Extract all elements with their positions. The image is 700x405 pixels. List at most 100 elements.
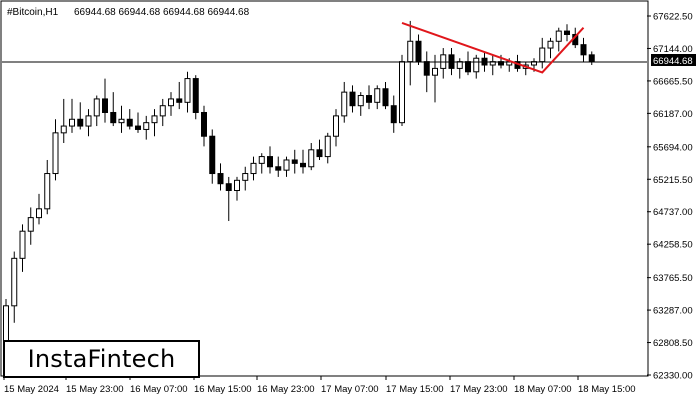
candle-body bbox=[382, 88, 389, 107]
candle-body bbox=[60, 125, 67, 134]
candle bbox=[135, 112, 141, 133]
pattern-line bbox=[401, 22, 585, 74]
candle bbox=[110, 92, 117, 127]
y-tick-label: 66665.50 bbox=[653, 76, 693, 87]
candle-body bbox=[390, 105, 397, 124]
candle bbox=[27, 207, 34, 245]
y-tick-label: 64258.50 bbox=[653, 240, 693, 251]
ohlc-readout: 66944.68 66944.68 66944.68 66944.68 bbox=[74, 7, 250, 18]
candle bbox=[547, 37, 554, 59]
y-tick-label: 63765.50 bbox=[653, 273, 693, 284]
candle-body bbox=[217, 173, 224, 185]
candle-body bbox=[85, 115, 92, 127]
candle-body bbox=[126, 118, 133, 127]
candle-body bbox=[52, 132, 59, 175]
candle bbox=[258, 153, 265, 174]
y-tick-label: 65694.00 bbox=[653, 142, 693, 153]
candle-body bbox=[242, 173, 249, 181]
candle bbox=[300, 149, 306, 174]
candle-body bbox=[267, 156, 273, 168]
candle bbox=[316, 139, 323, 160]
candle bbox=[382, 81, 389, 110]
candle-body bbox=[580, 44, 587, 56]
price-tag-label: 66944.68 bbox=[653, 56, 693, 67]
candle bbox=[374, 85, 381, 110]
plot-frame bbox=[0, 0, 649, 377]
candle bbox=[390, 95, 397, 133]
candle-body bbox=[300, 162, 306, 168]
candle-body bbox=[27, 217, 34, 232]
candle bbox=[267, 146, 273, 174]
candle-body bbox=[465, 61, 471, 73]
candle-body bbox=[176, 98, 183, 103]
candle bbox=[19, 224, 26, 272]
candle-body bbox=[184, 78, 191, 103]
y-tick-label: 64737.00 bbox=[653, 207, 693, 218]
candle bbox=[11, 251, 18, 323]
x-tick-label: 17 May 23:00 bbox=[450, 384, 508, 395]
candle-body bbox=[407, 40, 414, 63]
candle-body bbox=[374, 88, 381, 103]
overlay-group bbox=[2, 22, 647, 74]
candle-body bbox=[324, 135, 331, 158]
candle-body bbox=[234, 179, 240, 191]
candle bbox=[308, 143, 315, 171]
candle bbox=[399, 54, 405, 127]
candle-body bbox=[333, 115, 339, 137]
candle bbox=[159, 98, 166, 127]
candle-body bbox=[250, 162, 257, 175]
candle-body bbox=[93, 98, 100, 117]
candle bbox=[36, 193, 42, 225]
candle bbox=[234, 176, 240, 201]
candle-body bbox=[168, 98, 174, 107]
candle bbox=[357, 92, 364, 116]
instafintech-logo: InstaFintech bbox=[3, 340, 200, 378]
y-tick-label: 62808.50 bbox=[653, 338, 693, 349]
candle bbox=[555, 27, 562, 52]
candle-body bbox=[588, 54, 595, 63]
candle bbox=[168, 92, 174, 116]
candle bbox=[432, 54, 438, 103]
candle bbox=[473, 54, 480, 79]
candle-body bbox=[44, 173, 51, 210]
candle-body bbox=[399, 61, 405, 124]
candle-body bbox=[308, 149, 315, 168]
candle bbox=[333, 109, 339, 147]
price-tag-box bbox=[651, 54, 696, 66]
candle-body bbox=[110, 111, 117, 124]
x-tick-label: 18 May 07:00 bbox=[514, 384, 572, 395]
candle bbox=[349, 85, 356, 113]
candle bbox=[341, 81, 348, 123]
candle bbox=[60, 98, 67, 144]
candle-body bbox=[118, 118, 125, 124]
candle bbox=[209, 129, 216, 184]
candle-body bbox=[258, 156, 265, 164]
symbol-label: #Bitcoin,H1 bbox=[7, 7, 59, 18]
y-tick-label: 63287.00 bbox=[653, 306, 693, 317]
candle-body bbox=[564, 30, 570, 35]
candle-body bbox=[423, 61, 430, 76]
y-tick-label: 65215.50 bbox=[653, 175, 693, 186]
candle bbox=[225, 176, 232, 222]
candle bbox=[176, 81, 183, 110]
candle-body bbox=[291, 159, 298, 164]
candle bbox=[69, 98, 75, 133]
candle-body bbox=[225, 183, 232, 191]
candle bbox=[44, 159, 51, 215]
candle bbox=[143, 115, 150, 140]
candle-body bbox=[539, 47, 546, 63]
candle-body bbox=[102, 98, 108, 113]
x-axis: 15 May 2024 15 May 23:00 16 May 07:00 16 Ma… bbox=[3, 376, 636, 395]
candle-body bbox=[415, 40, 422, 63]
y-tick-label: 67622.50 bbox=[653, 12, 693, 23]
candle-body bbox=[275, 166, 282, 171]
y-tick-label: 66187.00 bbox=[653, 109, 693, 120]
candle-body bbox=[209, 135, 216, 175]
x-tick-label: 15 May 2024 bbox=[4, 384, 59, 395]
x-tick-label: 16 May 07:00 bbox=[130, 384, 188, 395]
candle bbox=[102, 78, 108, 123]
candle bbox=[283, 156, 290, 177]
x-tick-label: 15 May 23:00 bbox=[66, 384, 124, 395]
